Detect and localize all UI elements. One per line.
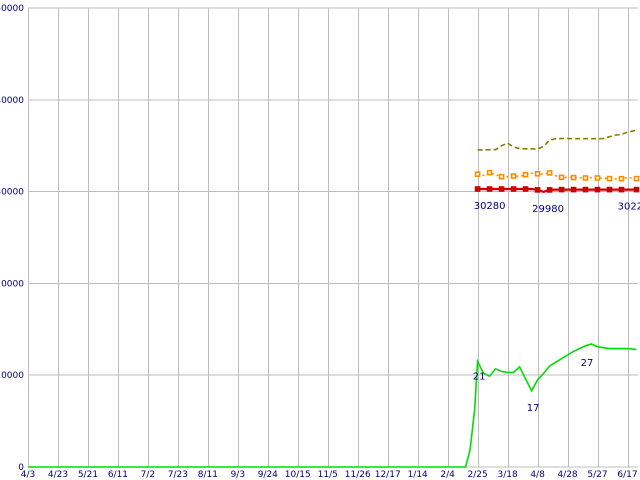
x-axis-tick-label: 8/11 — [198, 470, 218, 480]
data-point-label: 29980 — [532, 204, 564, 215]
series-marker — [498, 173, 505, 180]
x-axis-labels: 4/3 4/23 5/21 6/11 7/2 7/23 8/11 9/3 9/24 10/15 11… — [21, 470, 638, 480]
series-marker — [633, 175, 640, 182]
series-marker — [498, 186, 505, 192]
x-axis-tick-label: 11/5 — [318, 470, 338, 480]
series-line — [28, 343, 637, 468]
x-axis-tick-label: 3/18 — [497, 470, 517, 480]
data-point-label: 27 — [581, 358, 594, 369]
series-marker — [582, 175, 589, 181]
series-marker — [534, 187, 541, 193]
x-axis-tick-label: 4/3 — [21, 470, 35, 480]
series-marker — [618, 175, 625, 182]
y-axis-tick-label: 30000 — [0, 188, 24, 198]
series-line — [477, 171, 637, 180]
series-marker — [510, 173, 517, 179]
data-point-label: 30220 — [618, 202, 640, 213]
series-marker — [558, 174, 565, 181]
y-axis-tick-label: 0 — [18, 463, 24, 473]
series-marker — [570, 186, 577, 193]
series-marker — [522, 186, 529, 192]
y-axis-tick-label: 40000 — [0, 96, 24, 106]
x-axis-tick-label: 9/3 — [231, 470, 245, 480]
x-axis-tick-label: 6/11 — [108, 470, 128, 480]
series-marker — [570, 174, 577, 181]
y-axis-tick-label: 50000 — [0, 4, 24, 14]
x-axis-tick-label: 4/23 — [48, 470, 68, 480]
series-marker — [558, 186, 565, 193]
x-axis-tick-label: 7/2 — [141, 470, 155, 480]
x-axis-tick-label: 4/8 — [530, 470, 545, 480]
series-marker — [618, 186, 625, 193]
x-axis-tick-label: 1/14 — [408, 470, 428, 480]
data-point-label: 30280 — [474, 201, 506, 212]
series-marker — [486, 169, 493, 176]
x-axis-tick-label: 5/21 — [78, 470, 98, 480]
grid-lines — [28, 7, 638, 468]
x-axis-tick-label: 9/24 — [258, 470, 278, 480]
series-lines — [28, 129, 640, 468]
series-marker — [474, 186, 481, 192]
series-marker — [474, 171, 481, 177]
series-marker — [594, 186, 601, 193]
y-axis-labels: 50000 40000 30000 20000 10000 0 — [0, 4, 24, 473]
x-axis-tick-label: 11/26 — [345, 470, 371, 480]
series-marker — [606, 175, 613, 182]
series-marker — [546, 170, 553, 176]
series-line — [477, 129, 637, 151]
series-marker — [486, 186, 493, 192]
x-axis-tick-label: 5/27 — [587, 470, 607, 480]
x-axis-tick-label: 6/17 — [617, 470, 637, 480]
x-axis-tick-label: 12/17 — [375, 470, 401, 480]
series-marker — [510, 186, 517, 192]
series-marker — [546, 187, 553, 193]
data-annotations: 30280 29980 30220 21 17 27 — [473, 201, 640, 414]
x-axis-tick-label: 7/23 — [168, 470, 188, 480]
x-axis-tick-label: 10/15 — [285, 470, 311, 480]
x-axis-tick-label: 2/4 — [440, 470, 455, 480]
series-marker — [633, 186, 640, 193]
data-point-label: 21 — [473, 371, 486, 382]
y-axis-tick-label: 20000 — [0, 279, 24, 289]
series-marker — [594, 175, 601, 181]
series-marker — [606, 186, 613, 193]
series-marker — [534, 171, 541, 177]
y-axis-tick-label: 10000 — [0, 371, 24, 381]
series-marker — [582, 186, 589, 193]
x-axis-tick-label: 2/25 — [468, 470, 488, 480]
data-point-label: 17 — [527, 403, 540, 414]
series-marker — [522, 171, 529, 178]
x-axis-tick-label: 4/28 — [557, 470, 577, 480]
